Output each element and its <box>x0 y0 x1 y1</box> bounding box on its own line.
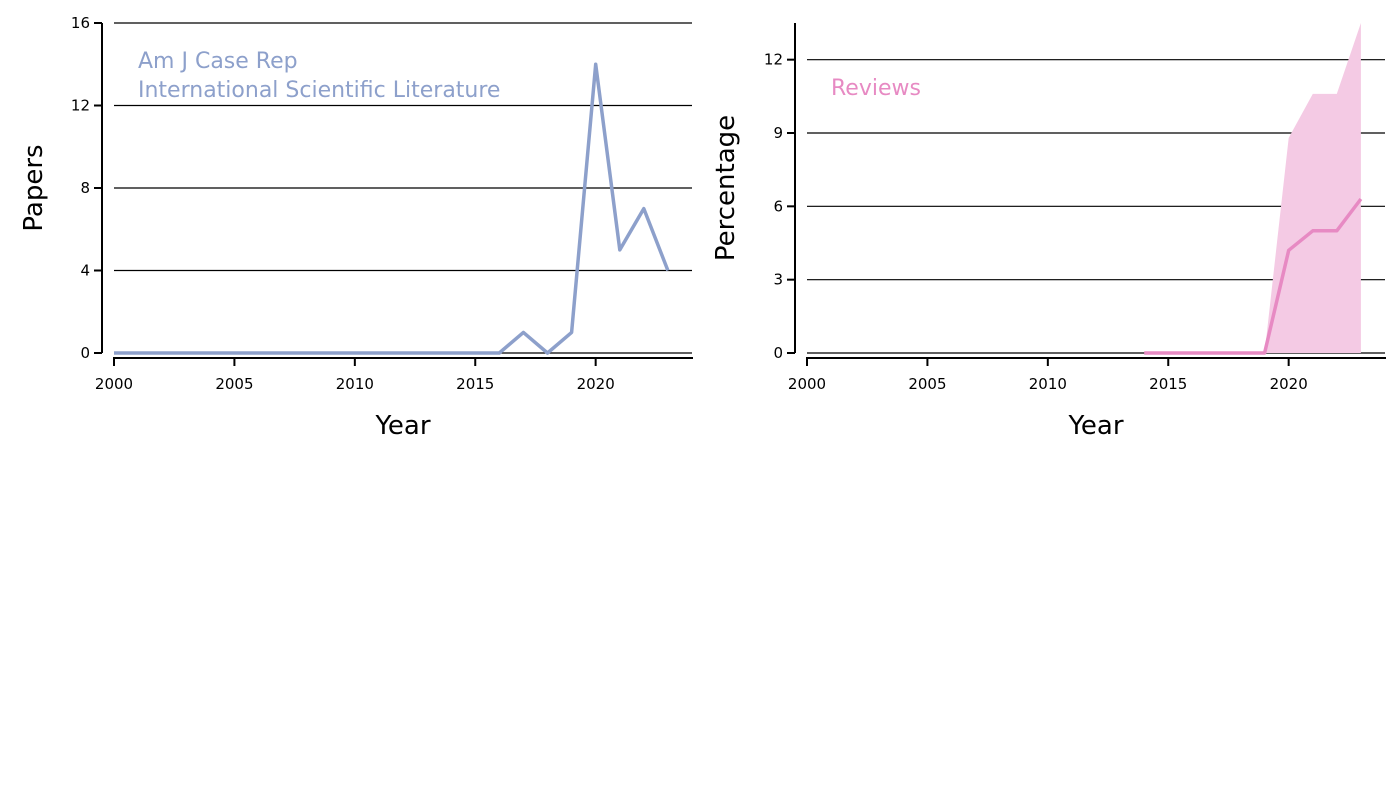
y-tick-label: 6 <box>773 197 783 215</box>
confidence-band <box>1144 23 1361 353</box>
y-tick-label: 0 <box>80 344 90 362</box>
x-axis-label: Year <box>374 411 430 441</box>
y-tick-label: 0 <box>773 344 783 362</box>
x-tick-label: 2010 <box>1029 375 1067 393</box>
x-tick-label: 2020 <box>577 375 615 393</box>
chart-annotation: Reviews <box>831 76 921 101</box>
x-tick-label: 2010 <box>336 375 374 393</box>
y-tick-label: 8 <box>80 179 90 197</box>
y-tick-label: 16 <box>71 14 90 32</box>
chart-panel-papers: 0 4 8 12 16 2000 2005 2010 2015 2020 Year Papers Am … <box>19 14 693 441</box>
chart-annotation: Am J Case Rep <box>138 49 298 74</box>
series-line <box>114 62 670 355</box>
y-tick-label: 9 <box>773 124 783 142</box>
x-tick-label: 2015 <box>456 375 494 393</box>
x-tick-label: 2000 <box>95 375 133 393</box>
series-line <box>1144 197 1363 355</box>
x-tick-label: 2005 <box>908 375 946 393</box>
y-tick-label: 12 <box>71 97 90 115</box>
x-tick-label: 2015 <box>1149 375 1187 393</box>
y-axis-label: Papers <box>19 144 49 231</box>
chart-annotation: International Scientific Literature <box>138 78 500 103</box>
x-tick-label: 2000 <box>788 375 826 393</box>
chart-panel-percentage: 0 3 6 9 12 2000 2005 2010 2015 2020 Year Percentage… <box>711 23 1386 441</box>
y-axis-label: Percentage <box>711 115 741 261</box>
y-tick-label: 4 <box>80 262 90 280</box>
x-tick-label: 2005 <box>215 375 253 393</box>
x-tick-label: 2020 <box>1270 375 1308 393</box>
x-axis-label: Year <box>1067 411 1123 441</box>
y-tick-label: 12 <box>764 51 783 69</box>
y-tick-label: 3 <box>773 271 783 289</box>
